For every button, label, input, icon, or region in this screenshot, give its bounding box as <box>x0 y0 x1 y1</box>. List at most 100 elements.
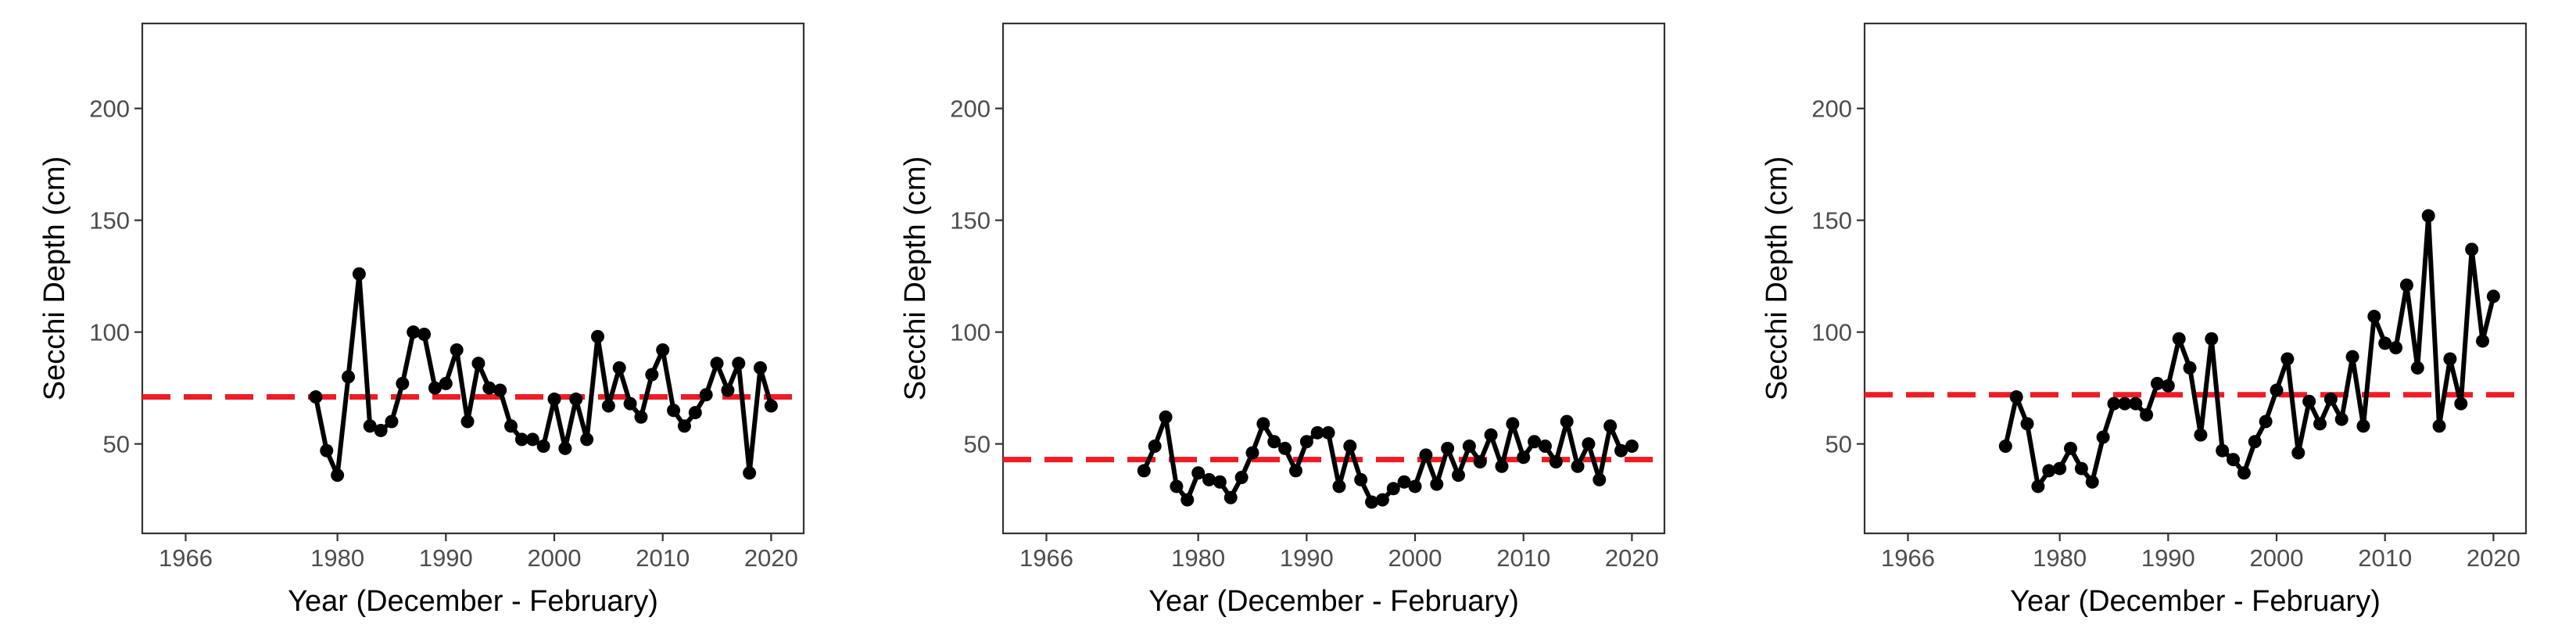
data-point <box>2074 461 2088 475</box>
data-point <box>2216 443 2230 458</box>
data-point <box>2291 446 2306 460</box>
data-point <box>514 432 528 447</box>
data-point <box>580 432 594 447</box>
x-tick-label: 1980 <box>2033 544 2087 572</box>
data-point <box>2183 361 2197 375</box>
data-point <box>2421 209 2435 223</box>
y-tick-label: 200 <box>89 95 130 123</box>
data-point <box>1288 464 1302 478</box>
x-tick-label: 2010 <box>2358 544 2412 572</box>
data-point <box>504 419 518 433</box>
data-point <box>2454 397 2468 411</box>
y-axis-title: Secchi Depth (cm) <box>38 156 71 401</box>
data-point <box>1528 435 1542 449</box>
y-tick-label: 50 <box>103 431 130 458</box>
data-point <box>1538 439 1552 453</box>
data-point <box>2009 390 2023 404</box>
data-point <box>2194 428 2208 442</box>
data-point <box>1310 425 1324 440</box>
data-point <box>1299 435 1313 449</box>
y-tick-label: 50 <box>964 431 991 458</box>
data-point <box>677 419 691 433</box>
data-point <box>428 381 442 395</box>
data-point <box>2334 412 2348 426</box>
data-point <box>2020 417 2034 431</box>
data-point <box>1234 471 1249 485</box>
data-point <box>1473 454 1487 468</box>
data-point <box>2042 464 2056 478</box>
x-tick-label: 2000 <box>2250 544 2304 572</box>
data-point <box>352 267 366 281</box>
data-point <box>1137 464 1151 478</box>
data-point <box>743 466 757 480</box>
data-point <box>764 399 778 413</box>
data-point <box>1430 477 1444 491</box>
data-point <box>2259 414 2273 429</box>
data-point <box>1386 482 1400 496</box>
data-point <box>1278 441 1292 455</box>
data-point <box>688 406 702 420</box>
data-point <box>2205 332 2219 346</box>
data-point <box>2085 475 2099 489</box>
data-point <box>320 443 334 458</box>
data-point <box>2476 334 2490 348</box>
series-line <box>1141 414 1633 504</box>
data-point <box>2399 278 2413 292</box>
data-point <box>2302 394 2316 408</box>
x-tick-label: 2010 <box>1496 544 1550 572</box>
data-point <box>331 468 345 483</box>
data-point <box>656 343 670 357</box>
data-point <box>2140 407 2154 422</box>
x-tick-label: 2020 <box>744 544 798 572</box>
y-tick-label: 100 <box>89 319 130 346</box>
x-axis-title: Year (December - February) <box>288 585 658 618</box>
data-point <box>1593 472 1607 486</box>
data-point <box>1614 443 1628 458</box>
data-point <box>342 370 356 384</box>
data-point <box>363 419 377 433</box>
y-tick-label: 200 <box>1811 95 1852 123</box>
x-axis-title: Year (December - February) <box>1148 585 1519 618</box>
data-point <box>2313 417 2327 431</box>
data-point <box>2280 352 2295 366</box>
data-point <box>439 376 453 390</box>
y-tick-label: 200 <box>950 95 991 123</box>
data-point <box>1495 459 1509 473</box>
data-point <box>471 357 485 371</box>
x-tick-label: 1990 <box>1280 544 1334 572</box>
chart-panel-2: 50 100 150 200 1966 1980 1990 2000 2010 2020 Year … <box>899 22 1666 618</box>
data-point <box>754 361 768 375</box>
data-point <box>493 383 507 397</box>
plot-border <box>141 22 805 535</box>
y-tick-label: 150 <box>950 207 991 235</box>
data-point <box>2345 350 2359 364</box>
y-tick-label: 100 <box>950 319 991 346</box>
data-point <box>1484 428 1498 442</box>
data-point <box>1603 419 1618 433</box>
x-tick-label: 2010 <box>636 544 690 572</box>
data-point <box>2237 466 2251 480</box>
data-point <box>1321 425 1335 440</box>
data-point <box>2410 361 2424 375</box>
data-point <box>569 392 583 406</box>
data-point <box>1354 472 1368 486</box>
data-point <box>2150 376 2164 390</box>
data-point <box>482 381 496 395</box>
data-point <box>1245 446 1259 460</box>
data-point <box>1506 417 1520 431</box>
data-point <box>1202 472 1216 486</box>
x-tick-label: 1980 <box>310 544 364 572</box>
data-point <box>374 423 388 437</box>
y-axis-title: Secchi Depth (cm) <box>1761 156 1793 401</box>
data-point <box>1332 479 1346 493</box>
data-point <box>2118 397 2132 411</box>
data-point <box>1462 439 1476 453</box>
data-point <box>1159 410 1173 424</box>
data-point <box>2248 435 2262 449</box>
data-point <box>1365 495 1379 509</box>
data-point <box>721 383 735 397</box>
x-tick-label: 1966 <box>1881 544 1935 572</box>
data-point <box>1441 441 1455 455</box>
data-point <box>309 390 323 404</box>
